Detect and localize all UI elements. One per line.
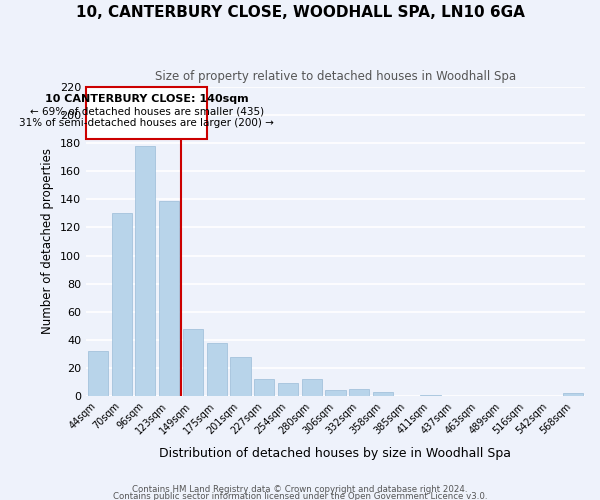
Bar <box>563 393 583 396</box>
Text: ← 69% of detached houses are smaller (435): ← 69% of detached houses are smaller (43… <box>29 106 263 117</box>
Text: 31% of semi-detached houses are larger (200) →: 31% of semi-detached houses are larger (… <box>19 118 274 128</box>
Bar <box>302 379 322 396</box>
Bar <box>349 389 370 396</box>
FancyBboxPatch shape <box>86 87 207 139</box>
Bar <box>421 394 440 396</box>
Text: Contains HM Land Registry data © Crown copyright and database right 2024.: Contains HM Land Registry data © Crown c… <box>132 486 468 494</box>
Bar <box>325 390 346 396</box>
Bar <box>254 379 274 396</box>
Bar <box>88 351 108 396</box>
Bar <box>278 384 298 396</box>
Text: 10, CANTERBURY CLOSE, WOODHALL SPA, LN10 6GA: 10, CANTERBURY CLOSE, WOODHALL SPA, LN10… <box>76 5 524 20</box>
Bar <box>373 392 393 396</box>
Text: 10 CANTERBURY CLOSE: 140sqm: 10 CANTERBURY CLOSE: 140sqm <box>45 94 248 104</box>
Title: Size of property relative to detached houses in Woodhall Spa: Size of property relative to detached ho… <box>155 70 516 83</box>
X-axis label: Distribution of detached houses by size in Woodhall Spa: Distribution of detached houses by size … <box>160 447 511 460</box>
Y-axis label: Number of detached properties: Number of detached properties <box>41 148 55 334</box>
Bar <box>112 214 132 396</box>
Bar <box>230 356 251 396</box>
Bar <box>135 146 155 396</box>
Bar <box>206 342 227 396</box>
Bar <box>183 328 203 396</box>
Text: Contains public sector information licensed under the Open Government Licence v3: Contains public sector information licen… <box>113 492 487 500</box>
Bar <box>159 200 179 396</box>
